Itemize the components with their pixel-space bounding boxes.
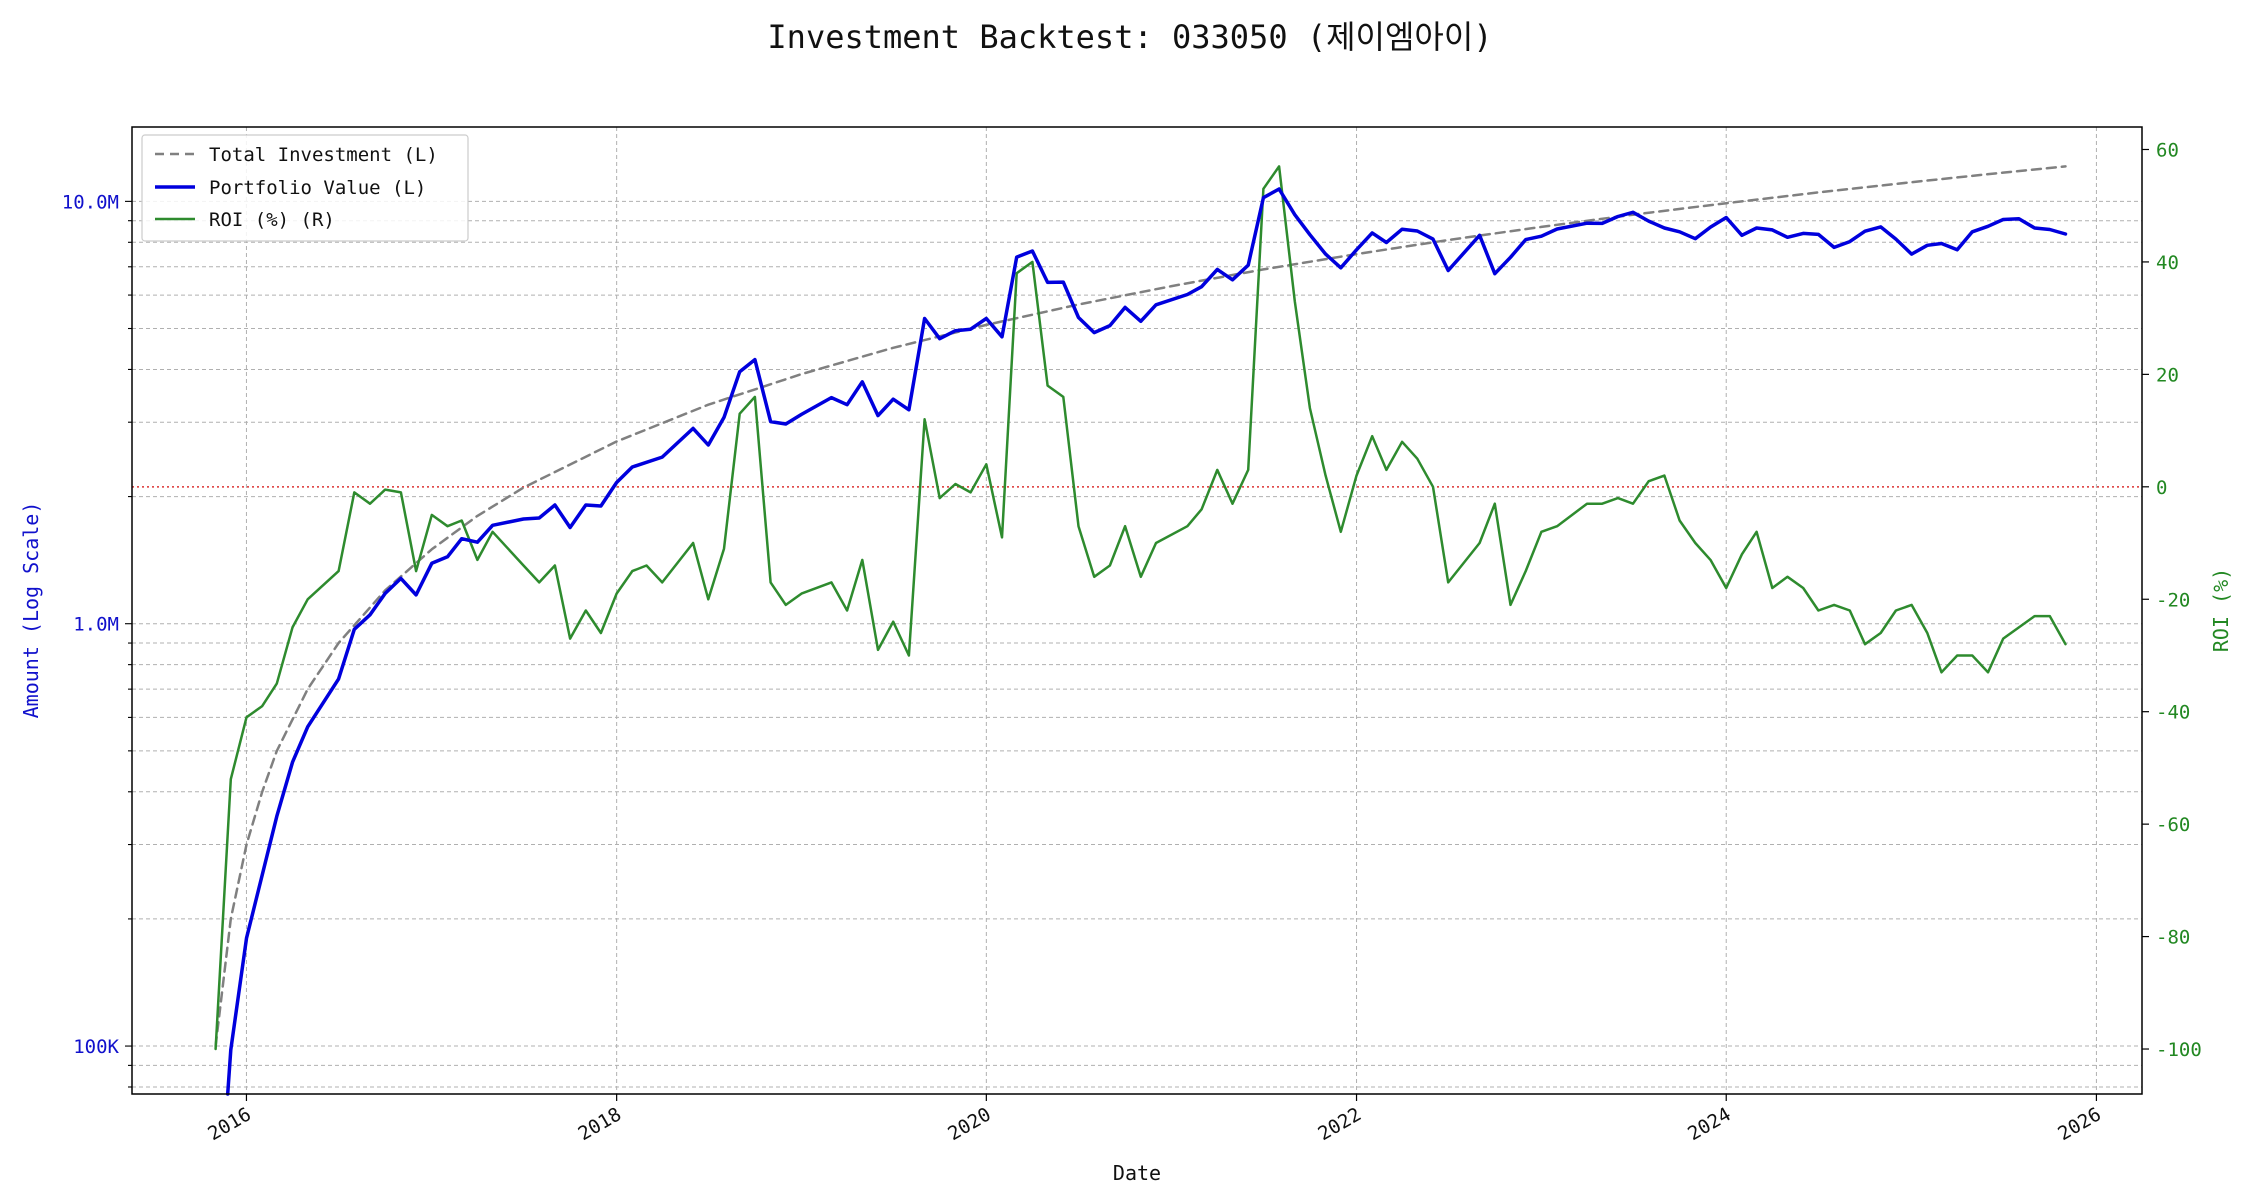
legend-box	[141, 134, 469, 242]
series-portfolio-value	[225, 187, 2068, 1096]
series-group	[214, 165, 2068, 1096]
y-right-tick-label: -80	[2156, 927, 2190, 949]
y-left-tick-label: 1.0M	[73, 614, 119, 636]
left-y-axis: 100K 1.0M 10.0M	[62, 191, 132, 1088]
y-right-tick-label: 20	[2156, 364, 2179, 386]
legend-label-total-investment: Total Investment (L)	[209, 144, 438, 166]
x-tick-label: 2018	[575, 1103, 626, 1145]
x-axis-label: Date	[1113, 1161, 1161, 1185]
left-y-axis-label: Amount (Log Scale)	[19, 502, 43, 719]
y-right-tick-label: -60	[2156, 814, 2190, 836]
right-y-axis-label: ROI (%)	[2209, 568, 2233, 652]
x-tick-label: 2024	[1684, 1103, 1735, 1145]
y-right-tick-label: -100	[2156, 1039, 2202, 1061]
legend-label-roi: ROI (%) (R)	[209, 209, 335, 231]
series-roi	[214, 165, 2067, 1051]
x-tick-label: 2016	[204, 1103, 255, 1145]
series-total-investment	[214, 165, 2067, 1048]
grid-lines	[132, 127, 2142, 1094]
legend: Total Investment (L) Portfolio Value (L)…	[141, 134, 469, 242]
y-right-tick-label: 40	[2156, 252, 2179, 274]
y-left-tick-label: 10.0M	[62, 191, 119, 213]
y-right-tick-label: 60	[2156, 139, 2179, 161]
x-tick-label: 2020	[944, 1103, 995, 1145]
x-tick-label: 2022	[1314, 1103, 1365, 1145]
y-right-tick-label: 0	[2156, 477, 2167, 499]
chart-title: Investment Backtest: 033050 (제이엠아이)	[767, 18, 1492, 56]
x-tick-label: 2026	[2054, 1103, 2105, 1145]
y-right-tick-label: -40	[2156, 702, 2190, 724]
x-axis: 2016 2018 2020 2022 2024 2026	[204, 1094, 2105, 1145]
right-y-axis: -100 -80 -60 -40 -20 0 20 40 60	[2142, 139, 2202, 1061]
y-right-tick-label: -20	[2156, 589, 2190, 611]
plot-area	[131, 126, 2143, 1095]
legend-label-portfolio-value: Portfolio Value (L)	[209, 177, 426, 199]
y-left-tick-label: 100K	[73, 1036, 119, 1058]
